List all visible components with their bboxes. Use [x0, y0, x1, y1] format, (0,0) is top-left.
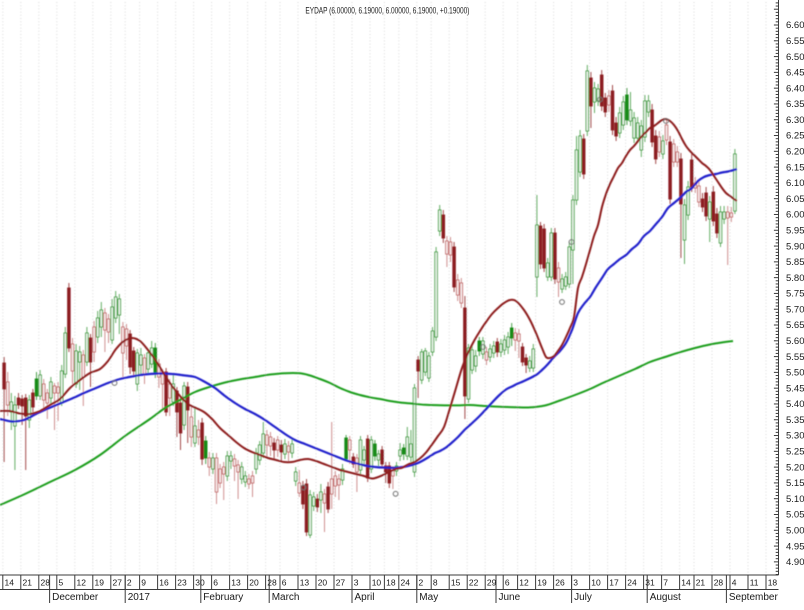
svg-text:5.90: 5.90 — [786, 241, 804, 252]
svg-text:12: 12 — [519, 578, 529, 588]
svg-text:12: 12 — [77, 578, 87, 588]
svg-text:13: 13 — [300, 578, 310, 588]
svg-text:3: 3 — [354, 578, 359, 588]
svg-text:July: July — [574, 592, 592, 603]
svg-text:5.35: 5.35 — [786, 415, 804, 426]
svg-text:10: 10 — [591, 578, 601, 588]
svg-text:5.40: 5.40 — [786, 399, 804, 410]
svg-text:15: 15 — [451, 578, 461, 588]
svg-text:6.20: 6.20 — [786, 147, 804, 158]
svg-text:5.50: 5.50 — [786, 368, 804, 379]
svg-text:5.65: 5.65 — [786, 320, 804, 331]
svg-text:26: 26 — [555, 578, 565, 588]
svg-text:28: 28 — [714, 578, 724, 588]
svg-text:6.25: 6.25 — [786, 131, 804, 142]
svg-text:14: 14 — [5, 578, 15, 588]
svg-text:27: 27 — [113, 578, 123, 588]
svg-text:29: 29 — [487, 578, 497, 588]
svg-text:10: 10 — [372, 578, 382, 588]
svg-text:5.60: 5.60 — [786, 336, 804, 347]
svg-text:September: September — [729, 592, 779, 603]
svg-text:28: 28 — [267, 578, 277, 588]
svg-text:6: 6 — [505, 578, 510, 588]
svg-text:6.60: 6.60 — [786, 20, 804, 31]
svg-text:17: 17 — [609, 578, 619, 588]
svg-text:2: 2 — [419, 578, 424, 588]
svg-text:13: 13 — [231, 578, 241, 588]
svg-text:9: 9 — [141, 578, 146, 588]
svg-text:March: March — [272, 592, 300, 603]
svg-text:16: 16 — [159, 578, 169, 588]
svg-text:6.15: 6.15 — [786, 162, 804, 173]
svg-text:6.35: 6.35 — [786, 99, 804, 110]
svg-text:6.40: 6.40 — [786, 83, 804, 94]
svg-text:6.00: 6.00 — [786, 210, 804, 221]
svg-text:18: 18 — [386, 578, 396, 588]
svg-text:11: 11 — [750, 578, 759, 588]
svg-text:5.80: 5.80 — [786, 273, 804, 284]
svg-text:5.55: 5.55 — [786, 352, 804, 363]
svg-text:6.05: 6.05 — [786, 194, 804, 205]
svg-text:8: 8 — [433, 578, 438, 588]
svg-text:6.55: 6.55 — [786, 36, 804, 47]
svg-text:June: June — [499, 592, 521, 603]
svg-text:5.10: 5.10 — [786, 494, 804, 505]
svg-text:6.45: 6.45 — [786, 68, 804, 79]
svg-text:May: May — [419, 592, 438, 603]
svg-text:6.30: 6.30 — [786, 115, 804, 126]
svg-text:5.15: 5.15 — [786, 478, 804, 489]
svg-text:2017: 2017 — [128, 592, 151, 603]
svg-text:20: 20 — [249, 578, 259, 588]
svg-text:24: 24 — [627, 578, 637, 588]
svg-text:28: 28 — [41, 578, 51, 588]
svg-text:April: April — [355, 592, 375, 603]
svg-text:5.30: 5.30 — [786, 431, 804, 442]
svg-text:5.70: 5.70 — [786, 304, 804, 315]
svg-text:5.20: 5.20 — [786, 462, 804, 473]
svg-text:5.45: 5.45 — [786, 383, 804, 394]
svg-text:21: 21 — [696, 578, 706, 588]
svg-text:5: 5 — [59, 578, 64, 588]
svg-text:23: 23 — [177, 578, 187, 588]
svg-text:4: 4 — [732, 578, 737, 588]
svg-text:6.50: 6.50 — [786, 52, 804, 63]
svg-text:5.85: 5.85 — [786, 257, 804, 268]
svg-text:24: 24 — [401, 578, 411, 588]
svg-text:5.75: 5.75 — [786, 289, 804, 300]
svg-text:14: 14 — [681, 578, 691, 588]
svg-text:5.25: 5.25 — [786, 447, 804, 458]
svg-text:19: 19 — [537, 578, 547, 588]
svg-text:7: 7 — [663, 578, 668, 588]
svg-text:4.90: 4.90 — [786, 557, 804, 568]
svg-text:August: August — [650, 592, 681, 603]
svg-text:21: 21 — [23, 578, 33, 588]
svg-text:6.10: 6.10 — [786, 178, 804, 189]
svg-text:2: 2 — [127, 578, 132, 588]
svg-text:31: 31 — [645, 578, 655, 588]
svg-text:5.05: 5.05 — [786, 510, 804, 521]
svg-text:6: 6 — [282, 578, 287, 588]
svg-text:18: 18 — [768, 578, 778, 588]
svg-text:December: December — [52, 592, 99, 603]
svg-text:27: 27 — [336, 578, 346, 588]
svg-text:6: 6 — [213, 578, 218, 588]
svg-text:EYDAP (6.00000, 6.19000, 6.000: EYDAP (6.00000, 6.19000, 6.00000, 6.1900… — [305, 6, 469, 16]
svg-text:22: 22 — [469, 578, 479, 588]
svg-text:5.95: 5.95 — [786, 226, 804, 237]
svg-text:4.95: 4.95 — [786, 541, 804, 552]
svg-text:February: February — [203, 592, 243, 603]
svg-text:20: 20 — [318, 578, 328, 588]
svg-text:19: 19 — [95, 578, 105, 588]
svg-text:30: 30 — [195, 578, 205, 588]
svg-text:5.00: 5.00 — [786, 526, 804, 537]
svg-text:3: 3 — [573, 578, 578, 588]
